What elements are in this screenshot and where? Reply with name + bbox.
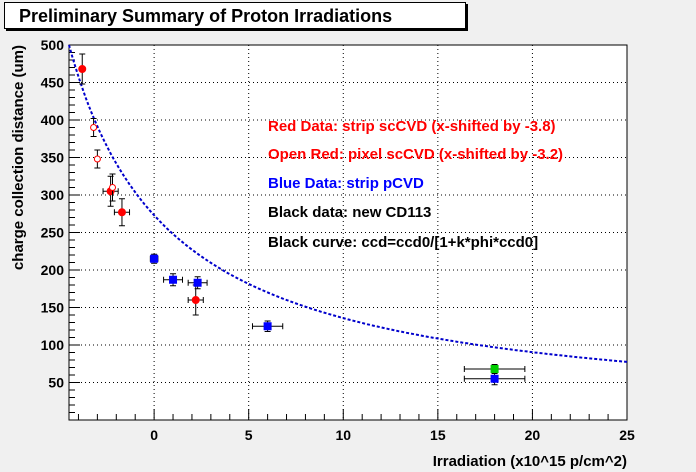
y-tick-label: 50 [48, 375, 64, 391]
plot-area [69, 45, 627, 420]
data-point [169, 275, 178, 284]
y-tick-label: 300 [41, 187, 65, 203]
x-tick-label: 5 [245, 427, 253, 443]
legend-annotation: Open Red: pixel scCVD (x-shifted by -3.2… [268, 146, 563, 163]
y-tick-label: 400 [41, 112, 65, 128]
x-tick-label: 15 [430, 427, 446, 443]
x-tick-label: 10 [335, 427, 351, 443]
data-point [490, 374, 499, 383]
y-tick-label: 500 [41, 37, 65, 53]
y-tick-label: 350 [41, 150, 65, 166]
x-tick-label: 20 [525, 427, 541, 443]
legend-annotation: Black curve: ccd=ccd0/[1+k*phi*ccd0] [268, 234, 538, 251]
data-point [117, 208, 126, 217]
data-point [90, 124, 98, 131]
x-tick-label: 25 [619, 427, 635, 443]
data-point [93, 155, 101, 163]
y-tick-label: 200 [41, 262, 65, 278]
data-point [191, 296, 200, 304]
legend-annotation: Red Data: strip scCVD (x-shifted by -3.8… [268, 118, 556, 135]
x-axis-title: Irradiation (x10^15 p/cm^2) [433, 453, 627, 470]
fit-curve [68, 44, 628, 363]
data-point [78, 65, 87, 73]
legend-annotation: Black data: new CD113 [268, 204, 431, 221]
legend-annotation: Blue Data: strip pCVD [268, 175, 424, 192]
y-tick-label: 250 [41, 225, 65, 241]
data-point [150, 254, 159, 263]
x-tick-label: 0 [150, 427, 158, 443]
y-axis-title: charge collection distance (um) [10, 45, 27, 270]
data-point [109, 184, 117, 191]
y-tick-label: 150 [41, 300, 65, 316]
y-tick-label: 450 [41, 75, 65, 91]
data-point [263, 322, 272, 331]
data-point [193, 278, 202, 287]
data-point [490, 365, 499, 373]
y-tick-label: 100 [41, 337, 65, 353]
chart-title: Preliminary Summary of Proton Irradiatio… [4, 2, 466, 29]
